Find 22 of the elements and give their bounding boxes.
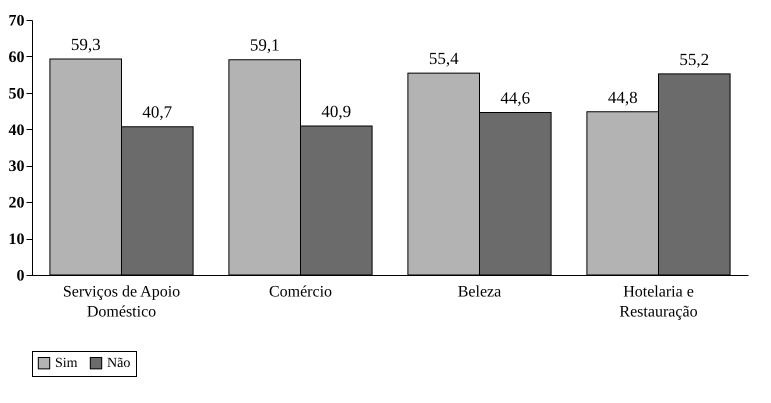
y-tick-label: 50 xyxy=(8,85,24,102)
data-label: 55,4 xyxy=(428,49,460,68)
y-tick-label: 70 xyxy=(8,12,24,30)
data-label: 59,3 xyxy=(70,34,101,54)
y-tick-label: 40 xyxy=(8,122,24,139)
data-label: 44,8 xyxy=(608,88,638,107)
y-tick-label: 0 xyxy=(16,268,24,284)
y-tick-label: 30 xyxy=(8,158,24,176)
data-label: 40,7 xyxy=(142,102,173,122)
y-tick-label: 10 xyxy=(8,231,24,248)
data-label: 40,9 xyxy=(321,102,352,122)
x-tick-label: Serviços de Apoio Doméstico xyxy=(62,284,180,320)
y-tick-label: 60 xyxy=(8,48,24,66)
x-tick-label: Comércio xyxy=(268,284,332,300)
data-label: 59,1 xyxy=(250,36,280,55)
legend-label: Não xyxy=(107,356,130,372)
data-label: 55,2 xyxy=(679,50,710,69)
legend-label: Sim xyxy=(55,356,78,372)
x-tick-label: Beleza xyxy=(458,284,502,300)
data-label: 44,6 xyxy=(500,88,530,108)
y-tick-label: 20 xyxy=(8,194,24,212)
x-tick-label: Hotelaria e Restauração xyxy=(619,284,698,320)
